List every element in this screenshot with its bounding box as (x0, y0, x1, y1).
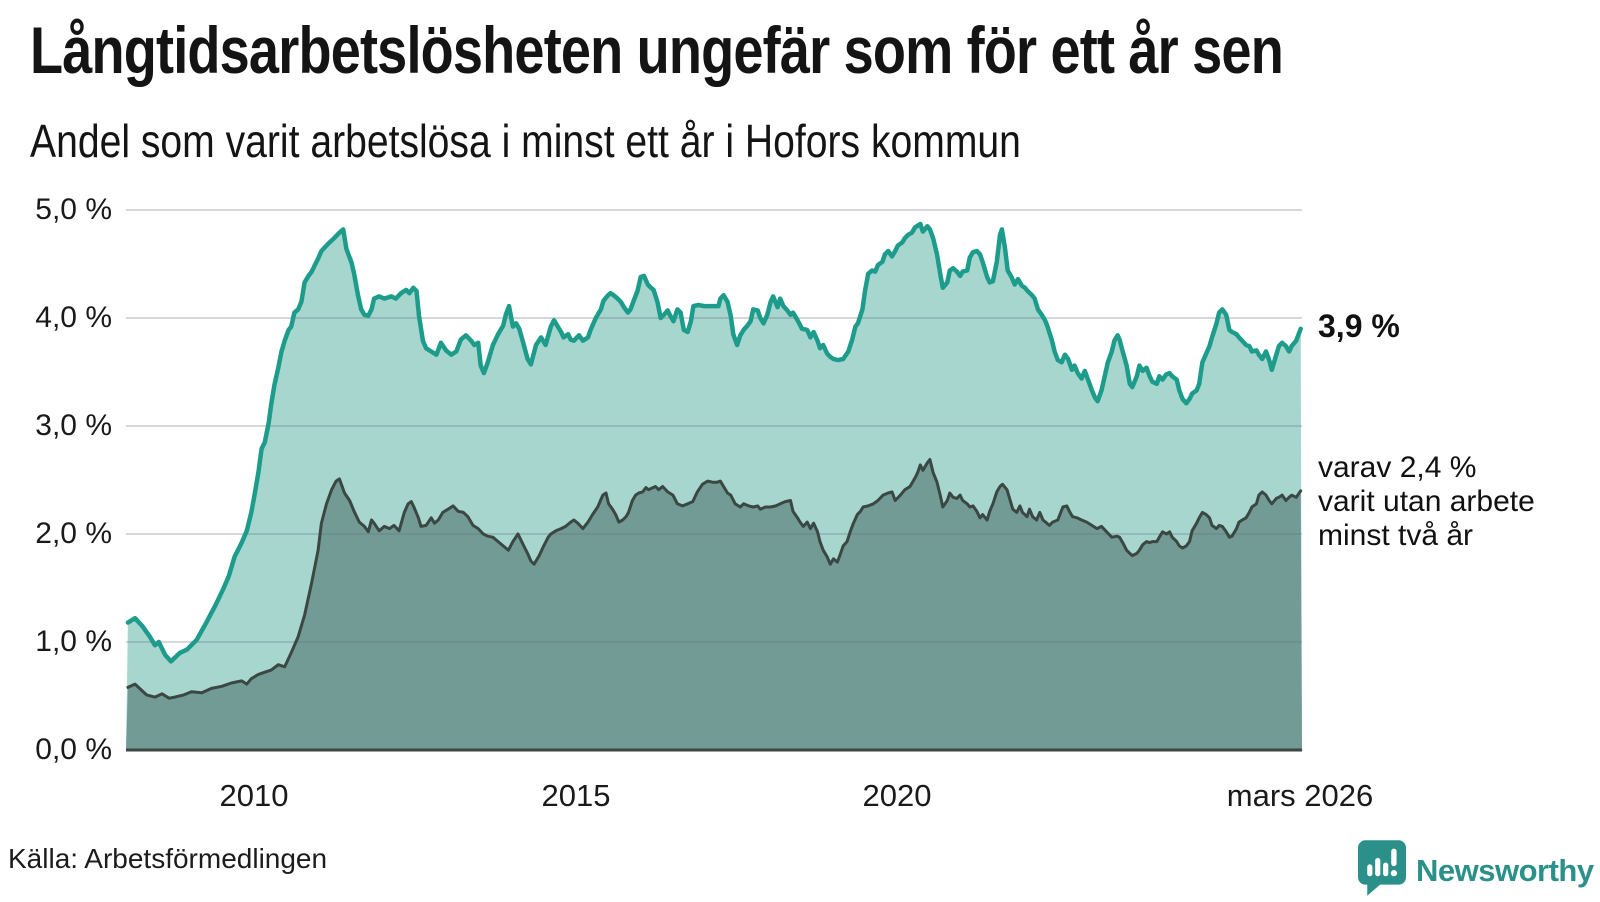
secondary-annotation-line-2: varit utan arbete (1318, 485, 1535, 518)
y-axis-tick-5: 5,0 % (35, 193, 112, 226)
source-label: Källa: Arbetsförmedlingen (8, 843, 328, 874)
y-axis-tick-4: 4,0 % (35, 301, 112, 334)
latest-value-label: 3,9 % (1318, 308, 1400, 344)
x-axis-tick-2020: 2020 (862, 778, 932, 813)
newsworthy-branding: Newsworthy (1358, 839, 1594, 902)
y-axis-tick-2: 2,0 % (35, 517, 112, 550)
page-title: Långtidsarbetslösheten ungefär som för e… (30, 13, 1284, 87)
secondary-annotation-line-1: varav 2,4 % (1318, 451, 1477, 484)
page-subtitle: Andel som varit arbetslösa i minst ett å… (30, 115, 1021, 167)
newsworthy-logo-icon (1358, 839, 1406, 902)
secondary-value-annotation: varav 2,4 % varit utan arbete minst två … (1318, 451, 1535, 553)
y-axis-tick-0: 0,0 % (35, 733, 112, 766)
x-axis-tick-2010: 2010 (219, 778, 289, 813)
secondary-annotation-line-3: minst två år (1318, 519, 1474, 552)
y-axis-tick-3: 3,0 % (35, 409, 112, 442)
x-axis-tick-mars-2026: mars 2026 (1226, 778, 1374, 813)
x-axis-tick-2015: 2015 (541, 778, 611, 813)
y-axis-tick-1: 1,0 % (35, 625, 112, 658)
brand-name: Newsworthy (1416, 852, 1594, 888)
